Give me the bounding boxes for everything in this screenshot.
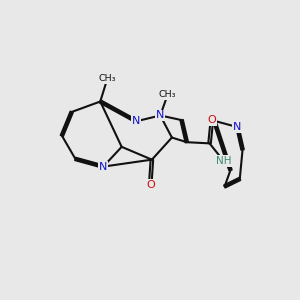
Text: N: N	[156, 110, 164, 121]
Text: CH₃: CH₃	[98, 74, 116, 83]
Text: N: N	[99, 162, 107, 172]
Text: NH: NH	[216, 156, 231, 166]
Text: O: O	[146, 179, 154, 190]
Text: O: O	[208, 115, 216, 125]
Text: CH₃: CH₃	[159, 90, 176, 99]
Text: N: N	[233, 122, 242, 132]
Text: N: N	[132, 116, 140, 126]
